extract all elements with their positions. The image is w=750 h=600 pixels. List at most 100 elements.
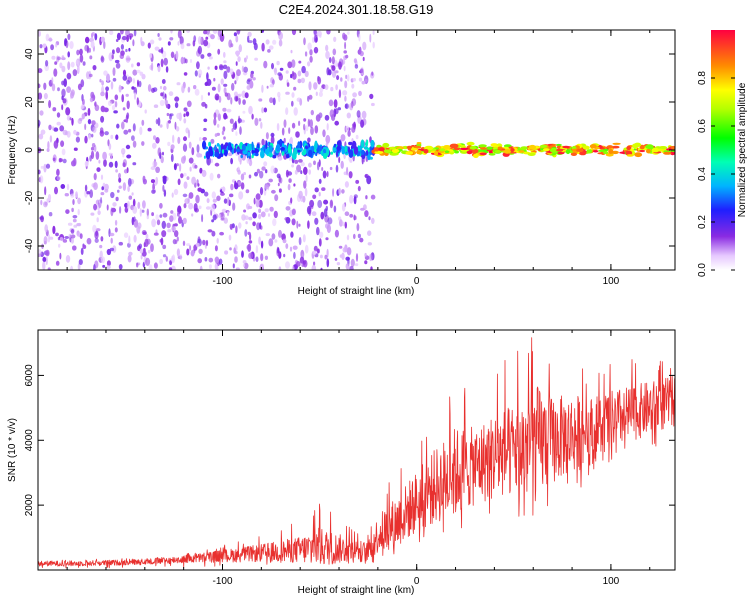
spectrogram-cell [353,233,356,240]
spectrogram-cell [55,232,59,237]
spectrogram-cell [193,35,197,43]
spectrogram-cell [143,242,146,248]
spectrogram-cell [246,157,250,164]
spectrogram-cell [38,92,43,100]
spectrogram-cell [312,250,317,255]
snr-line [38,337,675,569]
spectrogram-cell [70,237,75,244]
spectrogram-cell [110,153,113,160]
spectrogram-cell [357,145,361,152]
spectrogram-cell [153,104,159,108]
spectrogram-cell [167,41,171,46]
spectrogram-cell [240,182,245,190]
spectrogram-cell [243,209,247,213]
spectrogram-cell [303,118,307,122]
spectrogram-cell [121,148,126,155]
spectrogram-cell [354,64,359,69]
spectrogram-cell [115,169,118,173]
spectrogram-cell [112,67,116,76]
spectrogram-cell [132,123,136,132]
spectrogram-cell [153,135,156,140]
spectrogram-cell [56,176,61,181]
spectrogram-cell [447,149,454,152]
spectrogram-cell [38,83,41,89]
spectrogram-cell [163,57,168,66]
spectrogram-cell [84,44,89,52]
spectrogram-cell [133,92,137,100]
spectrogram-cell [344,41,347,50]
spectrogram-cell [298,60,302,64]
spectrogram-cell [92,126,97,133]
spectrogram-cell [223,198,228,204]
spectrogram-cell [341,146,346,155]
spectrogram-cell [265,169,268,174]
spectrogram-cell [150,243,154,253]
spectrogram-cell [369,33,372,43]
spectrogram-cell [258,98,263,102]
spectrogram-cell [282,238,287,244]
spectrogram-cell [478,144,487,148]
spectrogram-cell [347,130,351,137]
spectrogram-cell [182,143,188,152]
spectrogram-cell [218,258,223,265]
spectrogram-cell [293,86,297,91]
spectrogram-cell [306,205,312,215]
spectrogram-cell [321,167,324,171]
spectrogram-cell [186,248,190,256]
spectrogram-cell [279,67,284,71]
spectrogram-cell [67,33,71,40]
spectrogram-cell [185,111,190,117]
spectrogram-cell [110,207,114,217]
spectrogram-cell [342,90,348,96]
spectrogram-cell [223,60,227,64]
spectrogram-cell [241,143,246,151]
spectrogram-cell [272,39,277,45]
spectrogram-cell [223,144,227,150]
spectrogram-cell [367,242,372,246]
spectrogram-cell [99,78,102,83]
spectrogram-cell [160,58,164,68]
spectrogram-cell [308,169,312,175]
spectrogram-cell [209,172,214,181]
spectrogram-cell [99,244,103,249]
spectrogram-cell [155,166,161,173]
spectrogram-cell [67,61,71,71]
spectrogram-cell [259,187,264,196]
spectrogram-cell [261,84,264,93]
spectrogram-cell [278,31,283,40]
spectrogram-cell [330,86,334,92]
spectrogram-cell [48,100,52,109]
spectrogram-cell [368,216,371,221]
spectrogram-cell [51,126,55,131]
spectrogram-cell [162,254,167,258]
spectrogram-cell [324,254,328,260]
spectrogram-cell [70,229,75,234]
spectrogram-cell [434,151,439,156]
spectrogram-cell [106,248,112,256]
spectrogram-cell [94,238,99,244]
spectrogram-cell [253,197,256,205]
spectrogram-cell [283,119,287,128]
spectrogram-cell [304,244,309,254]
spectrogram-cell [269,84,274,88]
spectrogram-cell [302,234,306,243]
spectrogram-cell [61,65,66,73]
spectrogram-cell [40,199,43,206]
spectrogram-cell [341,252,345,260]
spectrogram-cell [54,61,58,65]
spectrogram-cell [579,151,587,156]
spectrogram-cell [65,209,70,215]
spectrogram-cell [247,205,253,210]
spectrogram-cell [84,184,88,192]
spectrogram-cell [227,152,233,157]
spectrogram-cell [184,198,190,205]
spectrogram-cell [108,161,114,168]
spectrogram-cell [100,174,104,180]
spectrogram-cell [254,57,258,61]
spectrogram-cell [56,121,61,126]
spectrogram-cell [66,130,71,138]
spectrogram-cell [92,224,97,233]
spectrogram-cell [93,203,98,211]
spectrogram-cell [112,77,117,82]
spectrogram-cell [313,34,318,43]
